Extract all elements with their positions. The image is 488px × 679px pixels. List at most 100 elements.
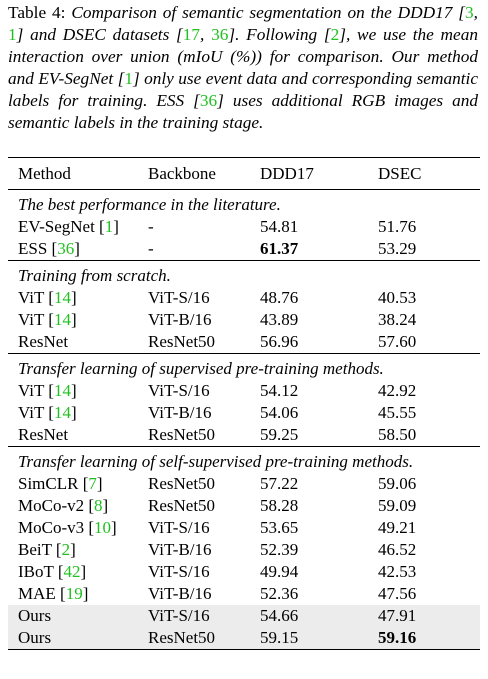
caption-segment: ], we use the mean interaction over unio… <box>8 25 478 88</box>
citation: 14 <box>53 288 71 307</box>
method-name: SimCLR [ <box>18 474 89 493</box>
method-name: ViT [ <box>18 381 54 400</box>
table-section: Transfer learning of supervised pre-trai… <box>8 354 480 447</box>
backbone-cell: - <box>148 239 154 258</box>
method-cell: Ours <box>8 605 148 627</box>
table-row: ViT [14] ViT-S/16 54.12 42.92 <box>8 380 480 402</box>
caption-segment: ]. Following [ <box>228 25 331 44</box>
citation: 1 <box>8 25 17 44</box>
dsec-cell: 42.92 <box>378 381 417 400</box>
ddd17-cell: 52.39 <box>260 540 299 559</box>
method-cell: SimCLR [7] <box>8 473 148 495</box>
backbone-cell: ViT-B/16 <box>148 310 212 329</box>
citation: 10 <box>94 518 112 537</box>
table-section: The best performance in the literature. E… <box>8 190 480 261</box>
method-name: ResNet <box>18 332 69 351</box>
method-name: BeiT [ <box>18 540 62 559</box>
method-cell: BeiT [2] <box>8 539 148 561</box>
backbone-cell: ViT-S/16 <box>148 605 260 627</box>
method-name: ResNet <box>18 425 69 444</box>
table-row: SimCLR [7] ResNet50 57.22 59.06 <box>8 473 480 495</box>
ddd17-cell: 54.66 <box>260 605 378 627</box>
method-cell: ViT [14] <box>8 402 148 424</box>
method-cell: ViT [14] <box>8 380 148 402</box>
section-title: Training from scratch. <box>18 266 171 285</box>
ddd17-cell: 48.76 <box>260 288 299 307</box>
method-cell: MoCo-v2 [8] <box>8 495 148 517</box>
dsec-cell: 47.91 <box>378 605 480 627</box>
method-cell: ViT [14] <box>8 309 148 331</box>
method-name: ViT [ <box>18 310 54 329</box>
header-cell: DDD17 <box>260 163 314 183</box>
citation: 19 <box>65 584 83 603</box>
backbone-cell: ViT-S/16 <box>148 288 210 307</box>
citation: 1 <box>104 217 114 236</box>
citation: 14 <box>53 381 71 400</box>
backbone-cell: ViT-S/16 <box>148 381 210 400</box>
dsec-cell: 46.52 <box>378 540 417 559</box>
backbone-cell: ResNet50 <box>148 425 216 444</box>
table-row: ESS [36] -61.37 53.29 <box>8 238 480 261</box>
method-name: Ours <box>18 628 52 647</box>
method-name: ] <box>70 381 77 400</box>
table-row: ViT [14] ViT-B/16 54.06 45.55 <box>8 402 480 424</box>
backbone-cell: ViT-S/16 <box>148 562 210 581</box>
dsec-cell: 59.16 <box>378 627 480 650</box>
section-title: Transfer learning of supervised pre-trai… <box>18 359 384 378</box>
citation: 42 <box>63 562 81 581</box>
section-title-row: Transfer learning of self-supervised pre… <box>8 447 480 474</box>
header-cell: Method <box>18 163 71 183</box>
method-name: ViT [ <box>18 288 54 307</box>
dsec-cell: 59.09 <box>378 496 417 515</box>
method-name: Ours <box>18 606 52 625</box>
method-name: ] <box>70 540 76 559</box>
method-cell: ViT [14] <box>8 287 148 309</box>
ddd17-cell: 53.65 <box>260 518 299 537</box>
caption-segment: ] and DSEC datasets [ <box>16 25 183 44</box>
ddd17-cell: 54.12 <box>260 381 299 400</box>
citation: 2 <box>330 25 340 44</box>
method-cell: IBoT [42] <box>8 561 148 583</box>
caption-segment: , <box>473 3 478 22</box>
ddd17-cell: 59.15 <box>260 627 378 650</box>
header-cell: DSEC <box>378 163 422 183</box>
citation: 8 <box>94 496 103 515</box>
results-table: Method Backbone DDD17 DSEC The best performa… <box>8 157 480 650</box>
method-name: MoCo-v3 [ <box>18 518 95 537</box>
method-name: ] <box>113 217 119 236</box>
citation: 17 <box>182 25 201 44</box>
dsec-cell: 47.56 <box>378 584 417 603</box>
dsec-cell: 53.29 <box>378 239 417 258</box>
table-row: MoCo-v3 [10] ViT-S/16 53.65 49.21 <box>8 517 480 539</box>
section-title-row: Transfer learning of supervised pre-trai… <box>8 354 480 381</box>
citation: 3 <box>465 3 474 22</box>
backbone-cell: ResNet50 <box>148 332 216 351</box>
citation: 14 <box>53 403 71 422</box>
citation: 36 <box>199 91 218 110</box>
dsec-cell: 59.06 <box>378 474 417 493</box>
table-head: Method Backbone DDD17 DSEC <box>8 157 480 190</box>
ddd17-cell: 57.22 <box>260 474 299 493</box>
table-row: ViT [14] ViT-B/16 43.89 38.24 <box>8 309 480 331</box>
backbone-cell: ResNet50 <box>148 474 216 493</box>
method-name: ] <box>96 474 103 493</box>
dsec-cell: 45.55 <box>378 403 417 422</box>
backbone-cell: ResNet50 <box>148 627 260 650</box>
method-name: ] <box>70 310 77 329</box>
ddd17-cell: 54.06 <box>260 403 299 422</box>
dsec-cell: 49.21 <box>378 518 417 537</box>
table-row: BeiT [2] ViT-B/16 52.39 46.52 <box>8 539 480 561</box>
caption-segment: , <box>200 25 212 44</box>
backbone-cell: ViT-S/16 <box>148 518 210 537</box>
backbone-cell: ViT-B/16 <box>148 403 212 422</box>
caption-segment: ] uses additional RGB images and semanti… <box>8 91 479 132</box>
backbone-cell: ViT-B/16 <box>148 584 212 603</box>
table-row: MoCo-v2 [8] ResNet50 58.28 59.09 <box>8 495 480 517</box>
caption-text: Comparison of semantic segmentation on t… <box>8 3 478 132</box>
caption-segment: ] only use event data and corresponding … <box>8 69 478 110</box>
ddd17-cell: 43.89 <box>260 310 299 329</box>
backbone-cell: - <box>148 217 154 236</box>
dsec-cell: 38.24 <box>378 310 417 329</box>
method-name: ViT [ <box>18 403 54 422</box>
table-row: MAE [19] ViT-B/16 52.36 47.56 <box>8 583 480 605</box>
